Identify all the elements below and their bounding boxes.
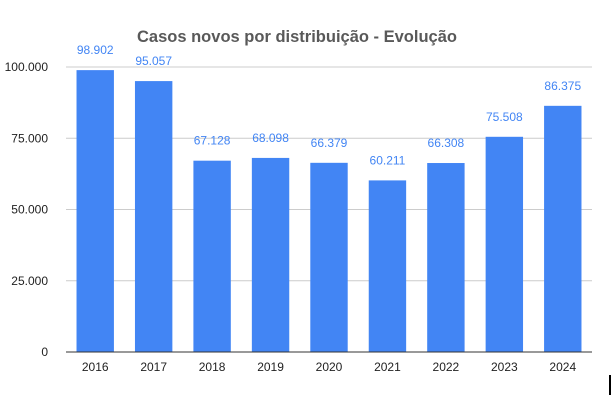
y-tick-label: 100.000 <box>5 60 49 74</box>
bar-2016 <box>76 70 114 352</box>
x-tick-label: 2022 <box>433 360 460 374</box>
data-label-2024: 86.375 <box>544 79 581 93</box>
bar-2024 <box>544 105 582 352</box>
data-label-2016: 98.902 <box>77 43 114 57</box>
y-tick-label: 75.000 <box>11 131 48 145</box>
x-tick-label: 2018 <box>199 360 226 374</box>
y-tick-label: 25.000 <box>11 274 48 288</box>
data-label-2021: 60.211 <box>370 153 406 167</box>
data-label-2018: 67.128 <box>194 134 231 148</box>
data-label-2020: 66.379 <box>311 136 348 150</box>
data-label-2023: 75.508 <box>486 110 523 124</box>
data-labels: 98.902 95.057 67.128 68.098 66.379 60.211 66.3… <box>77 43 582 167</box>
bars <box>76 70 582 352</box>
y-tick-label: 0 <box>41 345 48 359</box>
y-tick-label: 50.000 <box>11 203 48 217</box>
y-axis-tick-labels: 0 25.000 50.000 75.000 100.000 <box>5 60 49 359</box>
bar-2022 <box>427 163 465 352</box>
bar-2017 <box>134 81 173 352</box>
x-tick-label: 2019 <box>257 360 284 374</box>
x-tick-label: 2020 <box>316 360 343 374</box>
data-label-2019: 68.098 <box>252 131 289 145</box>
bar-2019 <box>251 157 290 352</box>
x-tick-label: 2023 <box>491 360 518 374</box>
bar-2021 <box>368 180 407 352</box>
text-cursor-mark <box>609 375 611 395</box>
bar-2020 <box>310 162 348 352</box>
x-tick-label: 2024 <box>549 360 576 374</box>
x-tick-label: 2021 <box>374 360 401 374</box>
chart-title: Casos novos por distribuição - Evolução <box>137 28 457 46</box>
bar-2018 <box>193 160 231 352</box>
x-tick-label: 2016 <box>82 360 109 374</box>
data-label-2022: 66.308 <box>428 136 465 150</box>
x-axis-tick-labels: 2016 2017 2018 2019 2020 2021 2022 2023 2024 <box>82 360 577 374</box>
data-label-2017: 95.057 <box>135 54 172 68</box>
bar-2023 <box>485 136 524 352</box>
x-tick-label: 2017 <box>140 360 167 374</box>
